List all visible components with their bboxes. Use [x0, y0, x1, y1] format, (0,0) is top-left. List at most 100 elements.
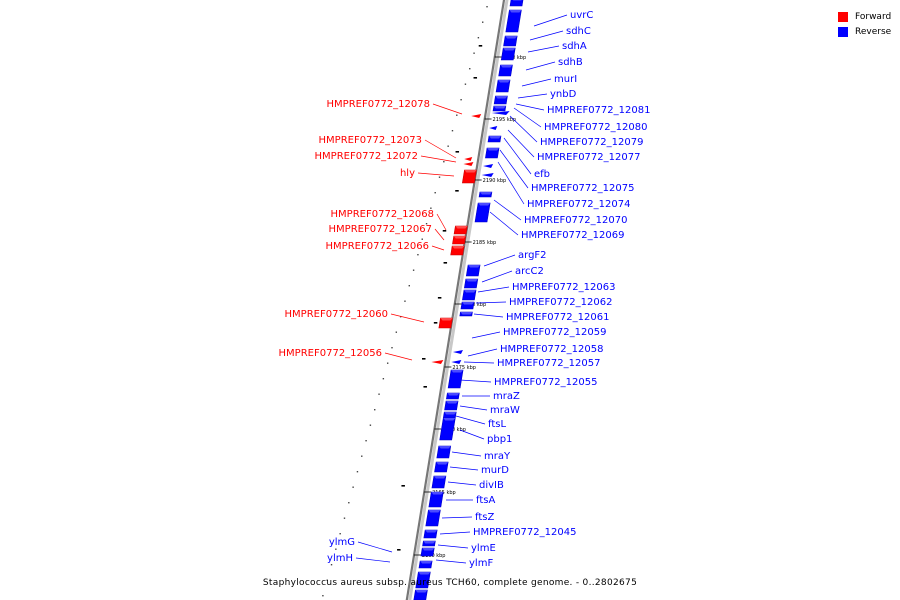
gene-label-uvrc[interactable]: uvrC [533, 10, 593, 27]
gene-label-hmpref0772-12067[interactable]: HMPREF0772_12067 [329, 224, 445, 241]
gene-label-hmpref0772-12070[interactable]: HMPREF0772_12070 [493, 199, 627, 226]
reverse-block-26-cap [428, 510, 441, 513]
reverse-block-30 [418, 560, 433, 569]
reverse-block-27-cap [425, 530, 438, 533]
gene-label-hmpref0772-12056[interactable]: HMPREF0772_12056 [279, 348, 413, 361]
gene-label-argf2[interactable]: argF2 [483, 250, 547, 267]
reverse-block-32 [413, 589, 428, 600]
gene-name: sdhA [562, 41, 587, 52]
gene-name: divIB [479, 480, 504, 491]
forward-block-4-cap [440, 318, 453, 321]
gene-label-mraz[interactable]: mraZ [462, 391, 520, 402]
legend-item-reverse: Reverse [838, 24, 898, 39]
leader-line [489, 211, 519, 236]
gene-label-ynbd[interactable]: ynbD [517, 89, 577, 100]
gene-label-hmpref0772-12075[interactable]: HMPREF0772_12075 [499, 149, 634, 194]
reverse-block-1-cap [509, 10, 522, 13]
reverse-block-3 [500, 47, 516, 61]
track-dot [438, 176, 441, 178]
gene-label-ylmh[interactable]: ylmH [327, 553, 391, 564]
gene-label-hmpref0772-12077[interactable]: HMPREF0772_12077 [507, 129, 640, 163]
track-dot [391, 347, 393, 349]
gene-name: HMPREF0772_12058 [500, 344, 603, 355]
track-dot [348, 502, 350, 504]
track-dot [430, 207, 432, 209]
gene-label-sdhb[interactable]: sdhB [525, 57, 583, 71]
track-dot [447, 145, 449, 147]
gene-label-hmpref0772-12072[interactable]: HMPREF0772_12072 [315, 151, 457, 163]
gene-label-hmpref0772-12079[interactable]: HMPREF0772_12079 [509, 115, 643, 148]
gene-label-ftsz[interactable]: ftsZ [441, 512, 494, 523]
reverse-block-1-body [505, 9, 522, 33]
gene-label-hmpref0772-12058[interactable]: HMPREF0772_12058 [467, 344, 603, 357]
track-dot [477, 37, 480, 39]
leader-line [499, 149, 529, 189]
gene-label-hmpref0772-12068[interactable]: HMPREF0772_12068 [331, 209, 447, 231]
leader-line [481, 270, 513, 283]
leader-line [517, 93, 548, 99]
gene-label-arcc2[interactable]: arcC2 [481, 266, 544, 283]
track-dash [443, 262, 448, 264]
gene-label-hmpref0772-12055[interactable]: HMPREF0772_12055 [459, 377, 597, 388]
gene-label-hmpref0772-12059[interactable]: HMPREF0772_12059 [471, 327, 606, 339]
gene-label-hmpref0772-12080[interactable]: HMPREF0772_12080 [513, 107, 647, 133]
reverse-arrow-3 [481, 173, 494, 177]
gene-label-hmpref0772-12078[interactable]: HMPREF0772_12078 [327, 99, 463, 115]
gene-label-mraw[interactable]: mraW [459, 405, 520, 416]
gene-labels[interactable]: uvrC sdhC sdhA sdhB murI ynbD HMPREF0772_12081… [279, 10, 651, 569]
gene-label-sdha[interactable]: sdhA [527, 41, 587, 53]
backbone-line [405, 0, 506, 600]
gene-label-mray[interactable]: mraY [451, 451, 511, 462]
legend: Forward Reverse [838, 9, 898, 39]
gene-name: HMPREF0772_12061 [506, 312, 609, 323]
track-dot [356, 471, 359, 473]
track-dot [330, 564, 333, 566]
gene-label-pbp1[interactable]: pbp1 [459, 429, 512, 445]
gene-label-hmpref0772-12045[interactable]: HMPREF0772_12045 [439, 527, 576, 538]
gene-label-ftsl[interactable]: ftsL [455, 415, 506, 430]
track-dot [369, 424, 372, 426]
gene-label-hmpref0772-12081[interactable]: HMPREF0772_12081 [515, 103, 650, 116]
reverse-swatch [838, 26, 848, 37]
gene-name: mraZ [493, 391, 520, 402]
gene-name: ynbD [550, 89, 577, 100]
track-dash [437, 297, 442, 299]
gene-label-ftsa[interactable]: ftsA [446, 495, 495, 506]
track-dot [408, 285, 410, 287]
gene-label-ylmg[interactable]: ylmG [329, 537, 393, 553]
track-dot [404, 300, 406, 302]
gene-label-hmpref0772-12074[interactable]: HMPREF0772_12074 [497, 161, 630, 210]
gene-label-sdhc[interactable]: sdhC [529, 26, 591, 41]
reverse-arrow-2 [483, 164, 494, 168]
track-dot [395, 331, 398, 333]
gene-label-hmpref0772-12073[interactable]: HMPREF0772_12073 [319, 135, 457, 159]
gene-label-efb[interactable]: efb [503, 137, 550, 180]
gene-label-hmpref0772-12069[interactable]: HMPREF0772_12069 [489, 211, 624, 241]
gene-label-hmpref0772-12060[interactable]: HMPREF0772_12060 [285, 309, 425, 323]
track-dash [442, 230, 447, 232]
gene-label-hmpref0772-12066[interactable]: HMPREF0772_12066 [326, 241, 445, 252]
gene-name: HMPREF0772_12067 [329, 224, 432, 235]
gene-label-hly[interactable]: hly [400, 168, 455, 179]
gene-label-hmpref0772-12062[interactable]: HMPREF0772_12062 [475, 297, 612, 308]
track-dot [322, 595, 324, 597]
track-dot [451, 130, 454, 132]
gene-label-ylmf[interactable]: ylmF [435, 558, 493, 569]
gene-name: ftsZ [475, 512, 494, 523]
leader-line [441, 516, 473, 519]
gene-label-hmpref0772-12063[interactable]: HMPREF0772_12063 [477, 282, 615, 293]
reverse-block-31 [415, 571, 431, 589]
gene-label-hmpref0772-12061[interactable]: HMPREF0772_12061 [473, 312, 609, 323]
gene-label-hmpref0772-12057[interactable]: HMPREF0772_12057 [463, 358, 600, 369]
gene-label-ylme[interactable]: ylmE [437, 543, 496, 554]
track-dot [469, 68, 471, 70]
gene-label-divib[interactable]: divIB [447, 480, 504, 491]
gene-name: ylmG [329, 537, 355, 548]
track-dot [382, 378, 385, 380]
gene-label-muri[interactable]: murI [521, 74, 577, 87]
forward-block-3 [450, 245, 465, 256]
tick-label-2195-kbp: 2195 kbp [493, 117, 517, 123]
gene-name: murI [554, 74, 577, 85]
gene-label-murd[interactable]: murD [449, 465, 509, 476]
